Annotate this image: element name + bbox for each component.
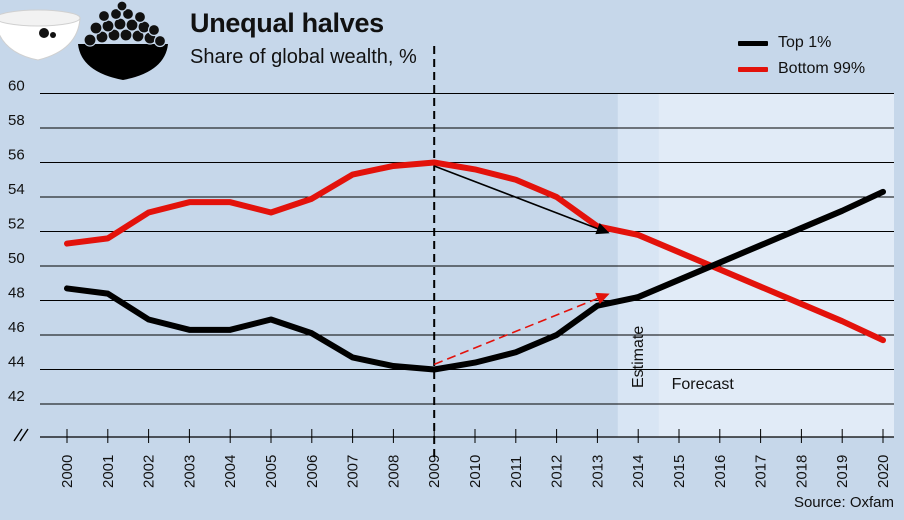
x-tick-2002: 2002 xyxy=(141,455,158,488)
zone-labels: Estimate Forecast xyxy=(630,326,735,393)
x-tick-2008: 2008 xyxy=(385,455,402,488)
legend-swatch-top-1 xyxy=(738,40,768,46)
y-tick-50: 50 xyxy=(8,250,25,267)
x-tick-2013: 2013 xyxy=(589,455,606,488)
x-tick-2001: 2001 xyxy=(100,455,117,488)
chart-source: Source: Oxfam xyxy=(793,494,894,511)
annotation-arrow-line-1 xyxy=(433,297,598,366)
zone-label-forecast: Forecast xyxy=(672,376,735,393)
zone-forecast xyxy=(658,93,894,437)
zone-estimate xyxy=(617,93,659,437)
legend-swatch-bottom-99 xyxy=(738,66,768,72)
x-tick-2012: 2012 xyxy=(549,455,566,488)
x-tick-2005: 2005 xyxy=(263,455,280,488)
empty-bowl-icon xyxy=(0,9,81,61)
series-lines xyxy=(64,46,886,460)
x-tick-2014: 2014 xyxy=(630,455,647,488)
legend: Top 1% Bottom 99% xyxy=(738,30,865,82)
legend-label-top-1: Top 1% xyxy=(778,34,832,51)
zone-label-estimate: Estimate xyxy=(630,326,647,388)
annotations xyxy=(433,165,610,366)
y-tick-56: 56 xyxy=(8,147,25,164)
x-tick-2016: 2016 xyxy=(712,455,729,488)
x-tick-labels: 2000 2001 2002 2003 2004 2005 2006 2007 2008 2009… xyxy=(59,455,892,488)
y-tick-48: 48 xyxy=(8,285,25,302)
y-tick-52: 52 xyxy=(8,216,25,233)
y-tick-60: 60 xyxy=(8,78,25,95)
y-tick-44: 44 xyxy=(8,354,25,371)
x-tick-2019: 2019 xyxy=(834,455,851,488)
y-tick-labels: 42 44 46 48 50 52 54 56 58 60 xyxy=(8,78,25,406)
zones xyxy=(617,93,894,437)
y-tick-46: 46 xyxy=(8,319,25,336)
chart-subtitle: Share of global wealth, % xyxy=(190,46,417,68)
x-tick-2011: 2011 xyxy=(508,456,525,488)
x-tick-2020: 2020 xyxy=(875,455,892,488)
annotation-arrow-head-0 xyxy=(595,222,610,235)
annotation-arrow-head-1 xyxy=(595,292,610,305)
legend-label-bottom-99: Bottom 99% xyxy=(778,60,866,77)
x-tick-2015: 2015 xyxy=(671,455,688,488)
y-tick-42: 42 xyxy=(8,388,25,405)
gridlines xyxy=(40,93,894,405)
chart-title: Unequal halves xyxy=(190,8,384,38)
x-tick-2007: 2007 xyxy=(345,455,362,488)
x-tick-2010: 2010 xyxy=(467,455,484,488)
series-line-top-1- xyxy=(64,188,886,373)
series-line-bottom-99- xyxy=(64,159,886,344)
x-tick-2004: 2004 xyxy=(222,455,239,488)
x-tick-2009: 2009 xyxy=(426,455,443,488)
x-axis xyxy=(13,428,894,443)
x-tick-2018: 2018 xyxy=(793,455,810,488)
x-tick-2000: 2000 xyxy=(59,455,76,488)
y-tick-58: 58 xyxy=(8,112,25,129)
x-tick-2003: 2003 xyxy=(181,455,198,488)
y-tick-54: 54 xyxy=(8,181,25,198)
legend-item-bottom-99: Bottom 99% xyxy=(738,56,865,82)
legend-item-top-1: Top 1% xyxy=(738,30,865,56)
full-bowl-icon xyxy=(78,0,168,80)
annotation-arrow-line-0 xyxy=(433,165,598,230)
x-tick-2017: 2017 xyxy=(753,455,770,488)
x-tick-2006: 2006 xyxy=(304,455,321,488)
axis-break-mark xyxy=(13,428,29,442)
